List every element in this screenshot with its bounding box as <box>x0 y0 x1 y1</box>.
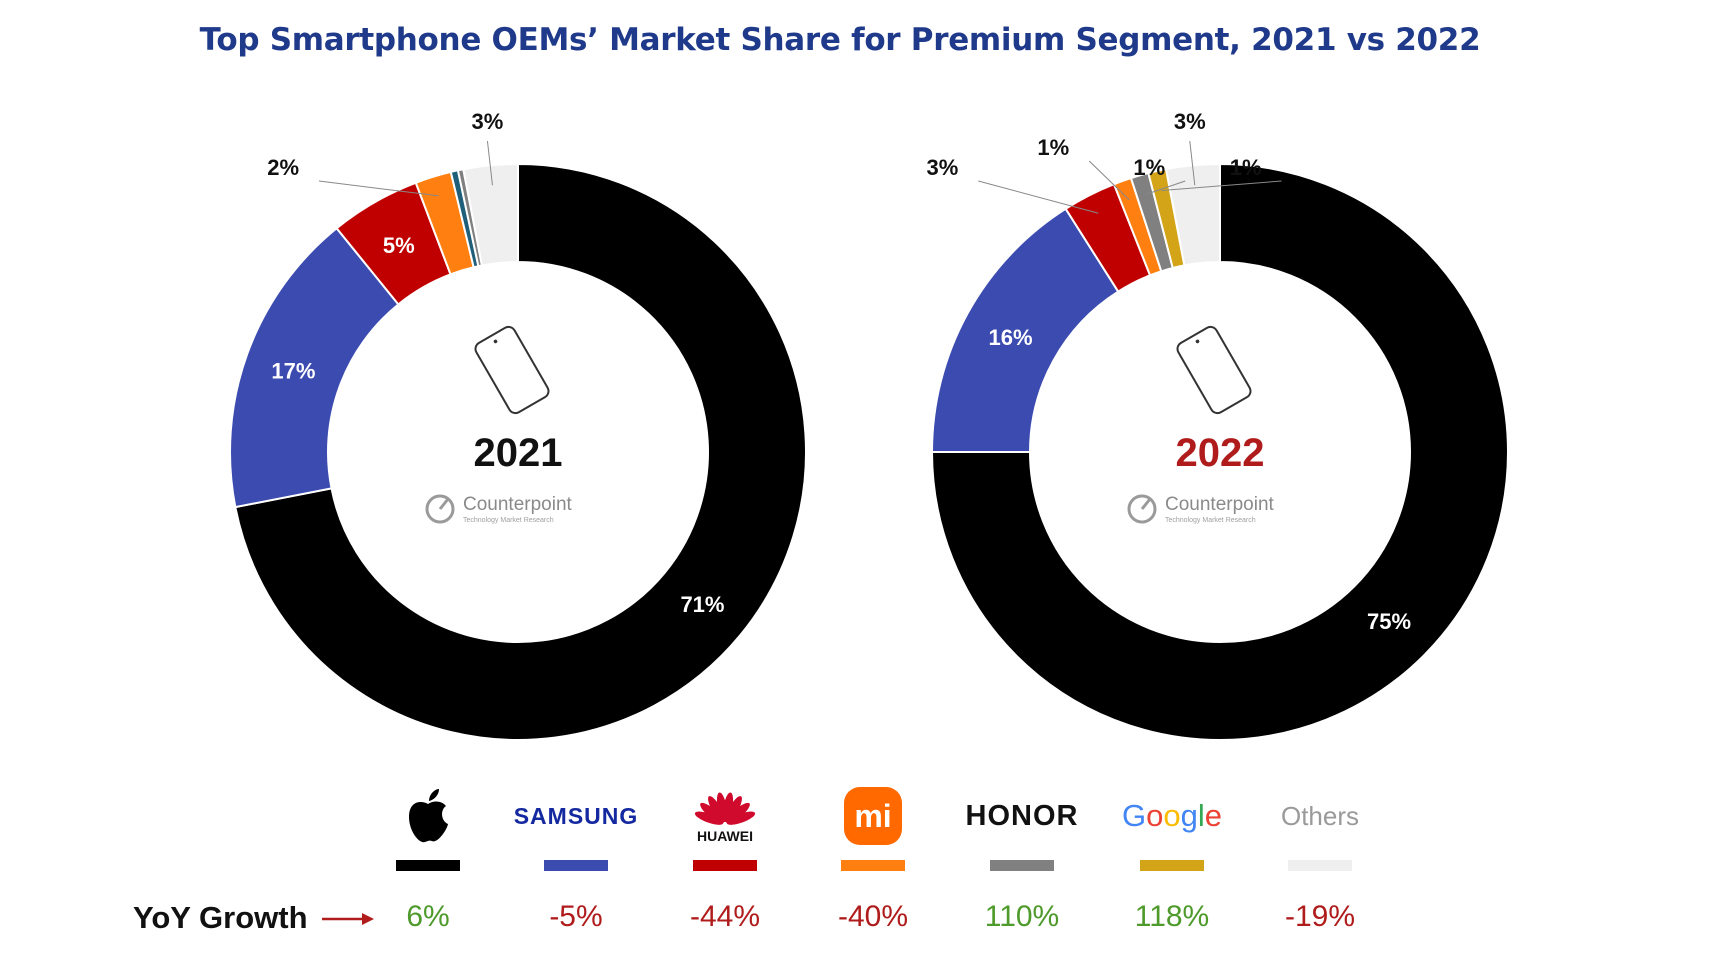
slice-label-google: 1% <box>1230 155 1262 180</box>
yoy-growth-label: YoY Growth <box>133 900 308 935</box>
slice-label-samsung: 16% <box>989 325 1033 350</box>
legend-item-google: Google <box>1112 780 1232 900</box>
honor-logo-text: HONOR <box>965 799 1079 832</box>
legend-color-swatch <box>693 860 757 871</box>
legend-color-swatch <box>1288 860 1352 871</box>
samsung-logo: SAMSUNG <box>514 780 639 852</box>
legend-item-others: Others <box>1260 780 1380 900</box>
callout-line <box>318 180 440 197</box>
yoy-value-google: 118% <box>1134 900 1210 933</box>
callout-line <box>1189 140 1196 186</box>
legend-color-swatch <box>841 860 905 871</box>
xiaomi-logo-text: mi <box>854 797 892 834</box>
honor-logo: HONOR <box>966 780 1079 852</box>
legend-color-swatch <box>990 860 1054 871</box>
counterpoint-watermark: Counterpoint Technology Market Research <box>425 494 573 524</box>
others-label-text: Others <box>1280 800 1360 831</box>
slice-label-apple: 71% <box>680 592 724 617</box>
slice-label-others: 3% <box>472 109 504 134</box>
slice-label-huawei: 3% <box>927 155 959 180</box>
legend-item-apple <box>368 780 488 900</box>
donut-chart-2021: 71% 17% 5% 2% 3% 2021 Counterpoint Technology M… <box>229 109 807 741</box>
counterpoint-logo-icon <box>1127 494 1157 524</box>
center-year-label: 2022 <box>1176 431 1265 475</box>
legend-item-xiaomi: mi <box>813 780 933 900</box>
slice-label-huawei: 5% <box>383 233 415 258</box>
yoy-value-honor: 110% <box>984 900 1060 933</box>
yoy-value-others: -19% <box>1284 900 1356 933</box>
legend-item-huawei: HUAWEI <box>665 780 785 900</box>
watermark-name: Counterpoint <box>1165 494 1275 515</box>
legend-color-swatch <box>396 860 460 871</box>
slice-label-samsung: 17% <box>271 358 315 383</box>
yoy-value-apple: 6% <box>406 900 450 933</box>
xiaomi-logo: mi <box>844 780 902 852</box>
watermark-tagline: Technology Market Research <box>463 517 554 524</box>
callout-line <box>978 180 1099 214</box>
legend-item-honor: HONOR <box>962 780 1082 900</box>
huawei-flower-icon <box>694 792 756 825</box>
yoy-value-huawei: -44% <box>689 900 761 933</box>
slice-apple <box>234 162 807 741</box>
donut-chart-2022: 75% 16% 3% 1% 1% 1% 3% 2022 Counterpoint Technolo… <box>927 109 1509 741</box>
watermark-tagline: Technology Market Research <box>1165 517 1256 524</box>
callout-line <box>1145 180 1186 196</box>
slice-label-honor: 1% <box>1133 155 1165 180</box>
slice-label-others: 3% <box>1174 109 1206 134</box>
callout-line <box>1161 180 1282 191</box>
slice-label-xiaomi: 2% <box>267 155 299 180</box>
watermark-name: Counterpoint <box>463 494 573 515</box>
phone-icon <box>1176 325 1252 415</box>
slice-label-xiaomi: 1% <box>1037 135 1069 160</box>
yoy-value-samsung: -5% <box>549 900 603 933</box>
legend-color-swatch <box>544 860 608 871</box>
chart-title: Top Smartphone OEMs’ Market Share for Pr… <box>199 22 1481 58</box>
slice-samsung <box>229 226 400 509</box>
legend-item-samsung: SAMSUNG <box>514 780 639 900</box>
center-year-label: 2021 <box>474 431 563 475</box>
slice-others <box>462 162 519 267</box>
others-label: Others <box>1281 780 1359 852</box>
yoy-value-xiaomi: -40% <box>837 900 909 933</box>
apple-logo-icon <box>403 780 453 852</box>
huawei-logo: HUAWEI <box>693 780 757 852</box>
arrow-right-icon <box>322 913 374 925</box>
legend-color-swatch <box>1140 860 1204 871</box>
slice-label-apple: 75% <box>1367 609 1411 634</box>
xiaomi-logo-icon: mi <box>844 787 902 845</box>
counterpoint-logo-icon <box>425 494 455 524</box>
samsung-logo-text: SAMSUNG <box>513 802 639 829</box>
google-logo-text: Google <box>1121 798 1222 833</box>
counterpoint-watermark: Counterpoint Technology Market Research <box>1127 494 1275 524</box>
callout-line <box>486 140 493 186</box>
google-logo: Google <box>1122 780 1222 852</box>
phone-icon <box>474 325 550 415</box>
callout-line <box>1088 160 1130 201</box>
slice-apple <box>930 162 1509 741</box>
huawei-logo-text: HUAWEI <box>697 828 753 844</box>
